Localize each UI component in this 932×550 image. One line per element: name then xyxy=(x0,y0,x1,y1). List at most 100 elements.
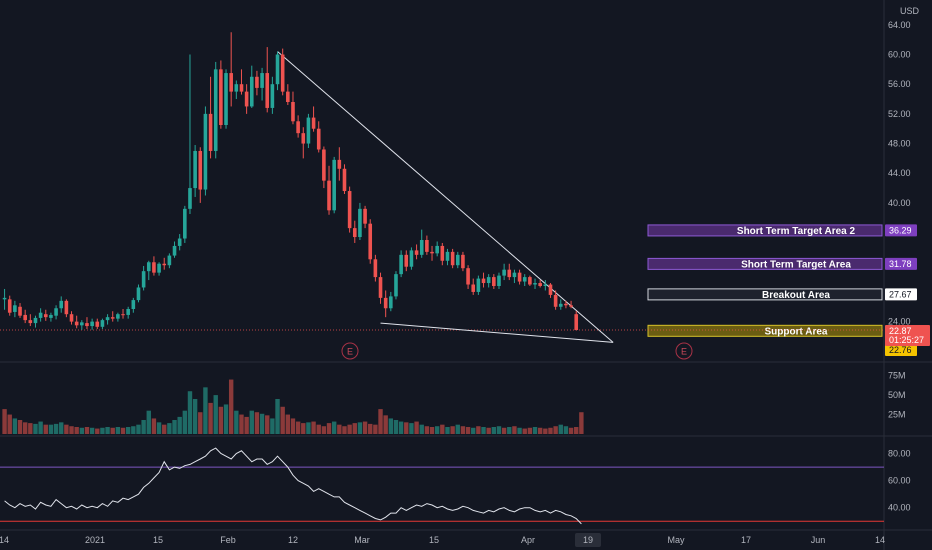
level-badge xyxy=(885,288,917,301)
candle-body xyxy=(543,284,548,286)
volume-bar xyxy=(182,410,188,434)
candle-body xyxy=(507,269,512,278)
last-price-value: 22.87 xyxy=(889,326,912,336)
level-zone xyxy=(647,288,883,301)
candle-body xyxy=(213,69,218,151)
candle-body xyxy=(564,303,568,306)
level-badge xyxy=(885,224,917,237)
volume-bar xyxy=(69,426,74,434)
x-axis[interactable]: 14 2021 15 Feb 12 Mar 15 Apr 19 May 17 Jun 14 xyxy=(0,535,885,545)
volume-bar xyxy=(362,421,368,434)
x-tick-label: Apr xyxy=(521,535,535,545)
candle-body xyxy=(136,287,141,301)
candle-body xyxy=(404,254,409,267)
candle-body xyxy=(455,254,460,266)
price-tick-label: 60.00 xyxy=(888,50,911,60)
candle-body xyxy=(7,299,12,313)
candle-body xyxy=(394,274,398,297)
trendline xyxy=(380,322,614,343)
volume-bar xyxy=(321,426,327,434)
level-badge-value: 36.29 xyxy=(889,225,912,235)
candle-body xyxy=(152,262,156,273)
candle-body xyxy=(59,300,64,309)
volume-bar xyxy=(254,412,260,434)
candle-body xyxy=(528,277,532,285)
volume-bar xyxy=(22,422,28,434)
candle-body xyxy=(183,208,187,239)
candle-body xyxy=(533,283,537,285)
bar-countdown: 01:25:27 xyxy=(889,335,924,345)
volume-bar xyxy=(172,420,177,434)
candle-body xyxy=(322,149,326,181)
volume-bar xyxy=(496,426,502,434)
candle-body xyxy=(43,314,48,318)
candle-body xyxy=(502,269,506,276)
volume-bar xyxy=(53,423,59,434)
candle-body xyxy=(203,113,208,190)
candle-body xyxy=(430,251,434,254)
volume-bar xyxy=(398,421,404,434)
y-axis[interactable]: 64.0060.0056.0052.0048.0044.0040.0036.00… xyxy=(888,20,911,513)
level-badge xyxy=(885,344,917,356)
candle-body xyxy=(95,321,100,327)
volume-bar xyxy=(527,427,533,434)
candle-body xyxy=(234,84,239,92)
volume-bar xyxy=(311,421,316,434)
candle-body xyxy=(208,113,213,151)
price-tick-label: 48.00 xyxy=(888,139,911,149)
level-zone xyxy=(647,324,883,337)
candle-body xyxy=(157,263,161,273)
volume-bar xyxy=(553,426,558,434)
volume-bar xyxy=(517,427,522,434)
volume-bar xyxy=(33,423,38,434)
volume-bar xyxy=(568,427,574,434)
candle-body xyxy=(558,303,563,307)
last-price-badge xyxy=(885,325,930,346)
candle-body xyxy=(121,314,125,316)
candle-body xyxy=(167,255,172,266)
candle-body xyxy=(574,314,579,330)
level-zone xyxy=(647,257,883,270)
volume-bar xyxy=(295,421,301,434)
volume-bar xyxy=(347,424,352,434)
price-tick-label: 44.00 xyxy=(888,168,911,178)
candle-body xyxy=(18,306,22,316)
earnings-marker-label: E xyxy=(681,347,687,357)
candle-body xyxy=(100,320,105,327)
rsi-line xyxy=(4,447,582,525)
volume-bar xyxy=(306,422,311,434)
candle-body xyxy=(296,121,300,134)
volume-bar xyxy=(414,421,419,434)
volume-bar xyxy=(223,404,229,434)
candle-body xyxy=(327,180,331,211)
volume-bar xyxy=(465,427,471,434)
trendline xyxy=(277,51,614,343)
volume-bar xyxy=(136,424,141,434)
volume-bar xyxy=(120,427,126,434)
x-tick-label: 15 xyxy=(429,535,439,545)
candle-body xyxy=(80,322,84,326)
candle-body xyxy=(358,208,362,238)
candle-body xyxy=(110,317,115,319)
candle-body xyxy=(373,259,378,278)
volume-bar xyxy=(74,427,79,434)
candle-body xyxy=(177,238,182,246)
volume-bar xyxy=(460,426,466,434)
candle-body xyxy=(517,272,522,282)
volume-bar xyxy=(192,399,198,434)
volume-bar xyxy=(2,409,7,434)
volume-bar xyxy=(234,410,239,434)
candle-body xyxy=(471,284,476,292)
rsi-tick-label: 60.00 xyxy=(888,476,911,486)
candle-body xyxy=(466,268,470,285)
volume-bar xyxy=(445,427,450,434)
level-label: Support Area xyxy=(765,326,828,337)
volume-bar xyxy=(326,423,332,434)
candle-body xyxy=(172,245,177,256)
candle-body xyxy=(33,317,38,324)
volume-bar xyxy=(404,422,409,434)
x-tick-label: 17 xyxy=(741,535,751,545)
volume-bar xyxy=(357,422,363,434)
candlestick-series xyxy=(2,32,579,331)
